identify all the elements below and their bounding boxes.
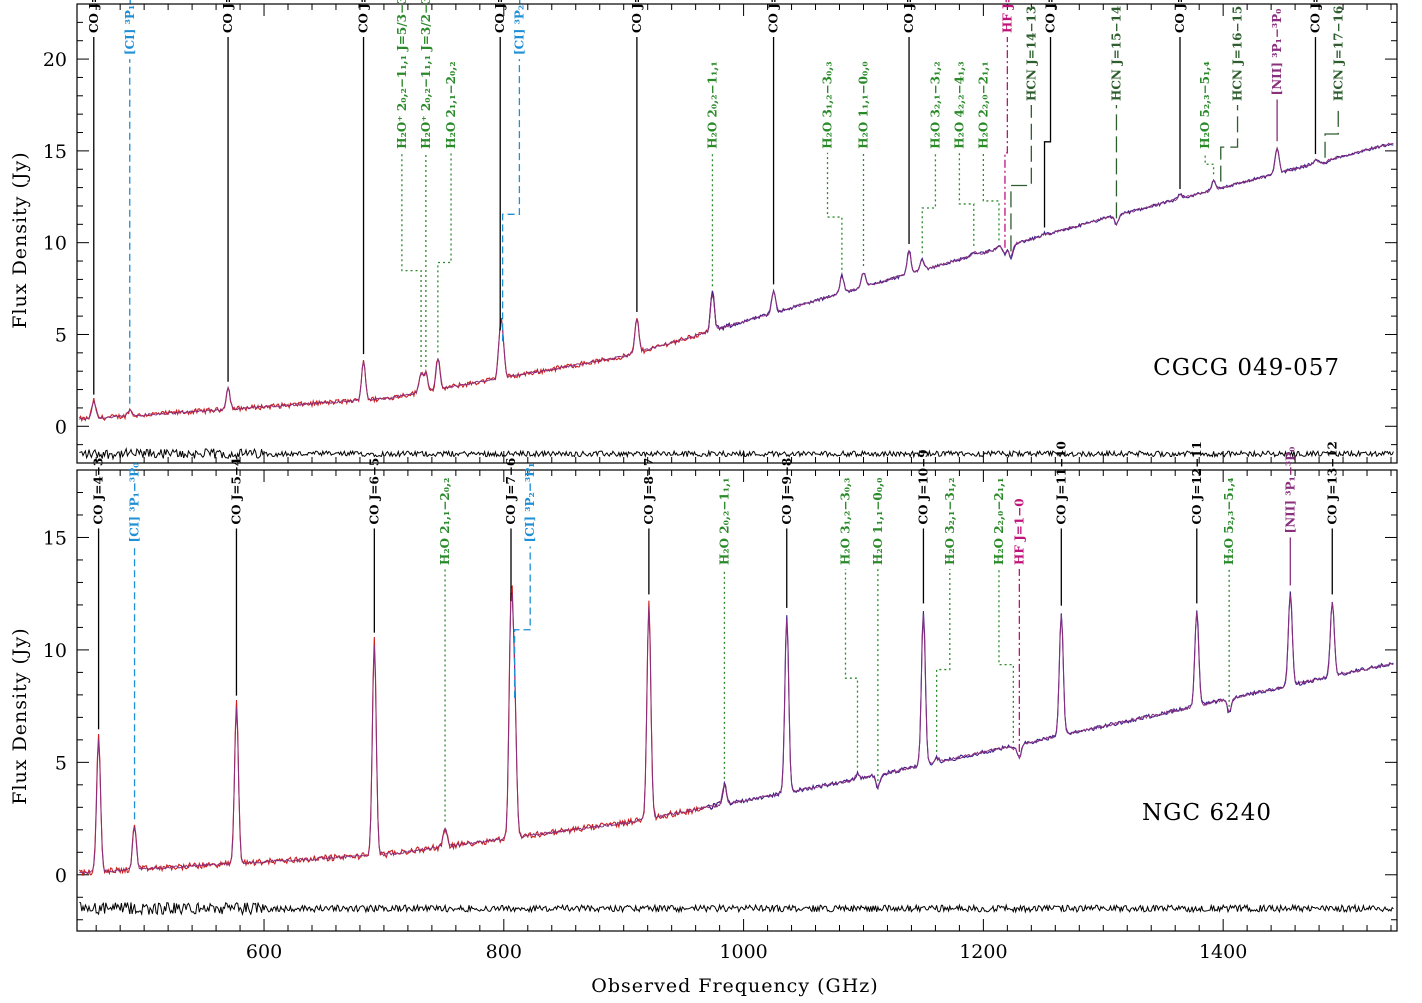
line-label: CO J=4−3 [87, 0, 101, 33]
line-label: H₂O⁺ 2₀,₂−1₁,₁ J=5/3−3/2 [395, 0, 409, 149]
panel-top: 0 5 10 15 20 CO J=4−3 [CI] ³P₁−³P₀ CO J=5−4 CO J… [43, 0, 1398, 464]
line-label: HF J=1−0 [1000, 0, 1014, 33]
y-tick-label: 0 [55, 865, 67, 887]
y-tick-label: 5 [55, 324, 67, 346]
line-label: H₂O 2₂,₀−2₁,₁ [992, 478, 1006, 565]
plot-frame [76, 3, 1398, 464]
line-marker [935, 568, 951, 752]
line-label: CO J=5−4 [221, 0, 235, 33]
line-marker [401, 152, 422, 368]
line-label: CO J=8−7 [630, 0, 644, 33]
line-label: HCN J=16−15 [1231, 6, 1245, 101]
line-label: CO J=6−5 [367, 458, 381, 525]
line-label: [CI] ³P₁−³P₀ [123, 0, 137, 55]
line-label: HF J=1−0 [1012, 498, 1026, 565]
line-label: CO J=12−11 [1190, 441, 1204, 524]
spectrum-ssw [707, 143, 1394, 333]
line-marker [1004, 37, 1008, 248]
line-label: CO J=11−10 [1044, 0, 1058, 33]
line-marker [998, 568, 1014, 743]
line-marker [1043, 37, 1052, 228]
line-label: CO J=7−6 [504, 458, 518, 525]
galaxy-name: NGC 6240 [1142, 800, 1272, 826]
y-axis-label-top: Flux Density (Jy) [9, 151, 31, 328]
line-marker [1220, 104, 1239, 182]
y-tick-label: 15 [43, 141, 67, 163]
line-label: CO J=9−8 [767, 0, 781, 33]
line-label: CO J=12−11 [1173, 0, 1187, 33]
y-tick-label: 10 [43, 233, 67, 255]
spectrum-model [79, 591, 1394, 875]
spectrum-ssw [707, 591, 1394, 810]
line-label: CO J=4−3 [92, 458, 106, 525]
line-label: [CI] ³P₂−³P₁ [512, 0, 526, 55]
line-label: CO J=13−12 [1308, 0, 1322, 33]
line-marker [437, 152, 452, 353]
line-label: [NII] ³P₁−³P₀ [1283, 447, 1297, 534]
plot-frame [76, 469, 1398, 932]
residual-spectrum [79, 901, 1394, 917]
line-label: CO J=9−8 [780, 458, 794, 525]
line-marker [921, 152, 937, 254]
x-axis-ticklabels: 600 800 1000 1200 1400 [246, 941, 1247, 963]
line-label: H₂O 2₁,₁−2₀,₂ [438, 478, 452, 565]
line-label: HCN J=15−14 [1109, 6, 1123, 101]
y-tick-label: 0 [55, 416, 67, 438]
line-marker [844, 568, 859, 768]
line-label: H₂O 3₁,₂−3₀,₃ [821, 61, 835, 148]
line-label: HCN J=17−16 [1331, 6, 1345, 101]
residual-spectrum [79, 447, 1394, 461]
line-label: CO J=5−4 [229, 458, 243, 525]
line-label: H₂O 1₁,₁−0₀,₀ [871, 478, 885, 565]
y-tick-label: 10 [43, 640, 67, 662]
x-tick-label: 1200 [959, 941, 1007, 963]
line-label: H₂O 4₂,₂−4₁,₃ [952, 61, 966, 148]
line-label: [NII] ³P₁−³P₀ [1270, 9, 1284, 96]
line-label: H₂O 5₂,₃−5₁,₄ [1222, 478, 1236, 565]
y-tick-label: 20 [43, 49, 67, 71]
line-label: [CI] ³P₂−³P₁ [523, 463, 537, 543]
x-tick-label: 1000 [719, 941, 767, 963]
line-label: H₂O 2₂,₀−2₁,₁ [976, 61, 990, 148]
line-label: H₂O⁺ 2₀,₂−1₁,₁ J=3/2−3/2 [419, 0, 433, 149]
line-marker [982, 152, 1000, 241]
x-tick-label: 600 [246, 941, 282, 963]
line-marker [513, 546, 531, 698]
line-label: H₂O 3₂,₁−3₁,₂ [928, 61, 942, 148]
x-tick-label: 1400 [1199, 941, 1247, 963]
line-label: H₂O 2₀,₂−1₁,₁ [717, 478, 731, 565]
line-label: HCN J=14−13 [1024, 6, 1038, 101]
line-label: H₂O 1₁,₁−0₀,₀ [856, 61, 870, 148]
line-label: H₂O 2₀,₂−1₁,₁ [705, 61, 719, 148]
line-label: CO J=7−6 [493, 0, 507, 33]
line-label: H₂O 3₁,₂−3₀,₃ [839, 478, 853, 565]
line-marker [501, 59, 521, 342]
y-tick-label: 15 [43, 527, 67, 549]
galaxy-name: CGCG 049-057 [1153, 355, 1340, 381]
spectrum-slw [78, 585, 732, 876]
line-label: CO J=8−7 [642, 458, 656, 525]
x-axis-label: Observed Frequency (GHz) [591, 975, 878, 997]
y-tick-label: 5 [55, 752, 67, 774]
line-marker [1010, 104, 1032, 252]
line-marker [958, 152, 975, 246]
x-tick-label: 800 [486, 941, 522, 963]
line-marker [826, 152, 843, 270]
line-label: CO J=6−5 [357, 0, 371, 33]
line-label: [CI] ³P₁−³P₀ [128, 463, 142, 543]
y-axis-label-bottom: Flux Density (Jy) [9, 627, 31, 804]
line-label: CO J=10−9 [916, 449, 930, 524]
line-label: CO J=11−10 [1054, 441, 1068, 524]
spectrum-slw [78, 290, 732, 423]
line-marker [1204, 152, 1215, 175]
line-marker [1324, 104, 1339, 158]
line-label: H₂O 2₁,₁−2₀,₂ [444, 61, 458, 148]
line-label: H₂O 3₂,₁−3₁,₂ [943, 478, 957, 565]
line-label: CO J=10−9 [902, 0, 916, 33]
spectrum-model [79, 142, 1394, 421]
line-label: H₂O 5₂,₃−5₁,₄ [1198, 61, 1212, 148]
line-label: CO J=13−12 [1325, 441, 1339, 524]
panel-bottom: 0 5 10 15 CO J=4−3 [CI] ³P₁−³P₀ CO J=5−4 CO J=6… [43, 441, 1398, 932]
